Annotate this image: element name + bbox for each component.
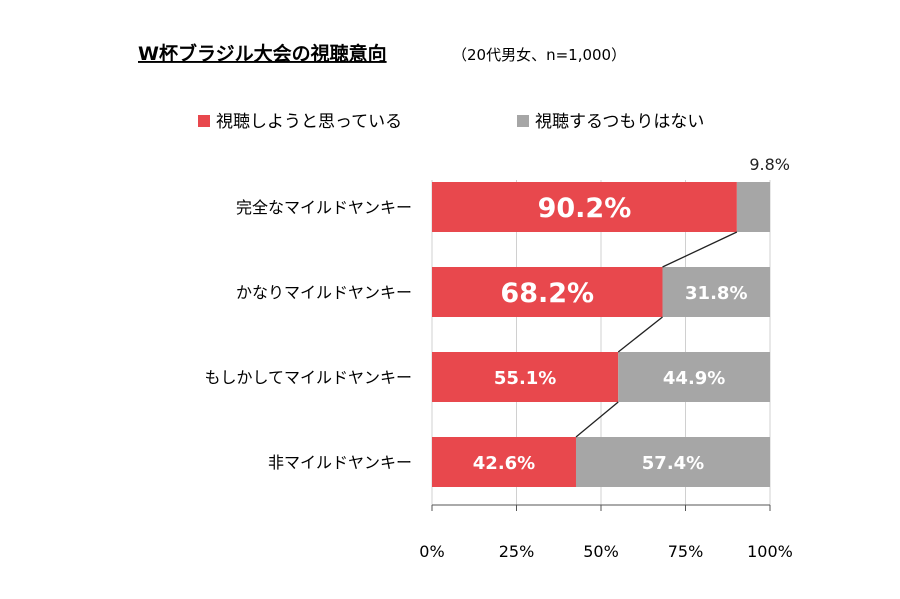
bar-not-watch [736,182,770,232]
data-label-watch: 55.1% [494,368,556,389]
data-label-not-watch: 31.8% [685,283,747,304]
legend-label-not-watch: 視聴するつもりはない [535,112,704,132]
legend-label-watch: 視聴しようと思っている [216,112,402,132]
plot-area: 完全なマイルドヤンキー 90.2% 9.8% かなりマイルドヤンキー 68.2% 31.8… [204,155,792,561]
bar-not-watch [618,352,770,402]
x-tick-label: 50% [583,542,619,561]
legend: 視聴しようと思っている 視聴するつもりはない [198,112,704,132]
bar-watch [432,182,737,232]
bar-not-watch [662,267,770,317]
bar-watch [432,437,576,487]
category-label: かなりマイルドヤンキー [236,283,412,302]
category-label: 完全なマイルドヤンキー [236,198,412,217]
x-tick-label: 25% [499,542,535,561]
x-tick-label: 0% [419,542,444,561]
category-label: 非マイルドヤンキー [268,453,412,472]
x-tick-label: 100% [747,542,793,561]
category-label: もしかしてマイルドヤンキー [204,368,412,387]
chart-subtitle: （20代男女、n=1,000） [452,46,626,64]
series-line [662,231,738,268]
series-line [617,316,663,353]
data-label-watch: 68.2% [500,278,594,309]
data-label-not-watch: 57.4% [642,453,704,474]
data-label-watch: 42.6% [473,453,535,474]
series-line [575,401,619,438]
data-label-not-watch: 44.9% [663,368,725,389]
data-label-not-watch: 9.8% [749,155,790,174]
legend-swatch-not-watch [517,115,529,127]
legend-swatch-watch [198,115,210,127]
bar-not-watch [575,437,770,487]
data-label-watch: 90.2% [538,193,632,224]
bar-watch [432,352,619,402]
chart-title: W杯ブラジル大会の視聴意向 [138,42,387,65]
bar-watch [432,267,663,317]
x-tick-label: 75% [668,542,704,561]
